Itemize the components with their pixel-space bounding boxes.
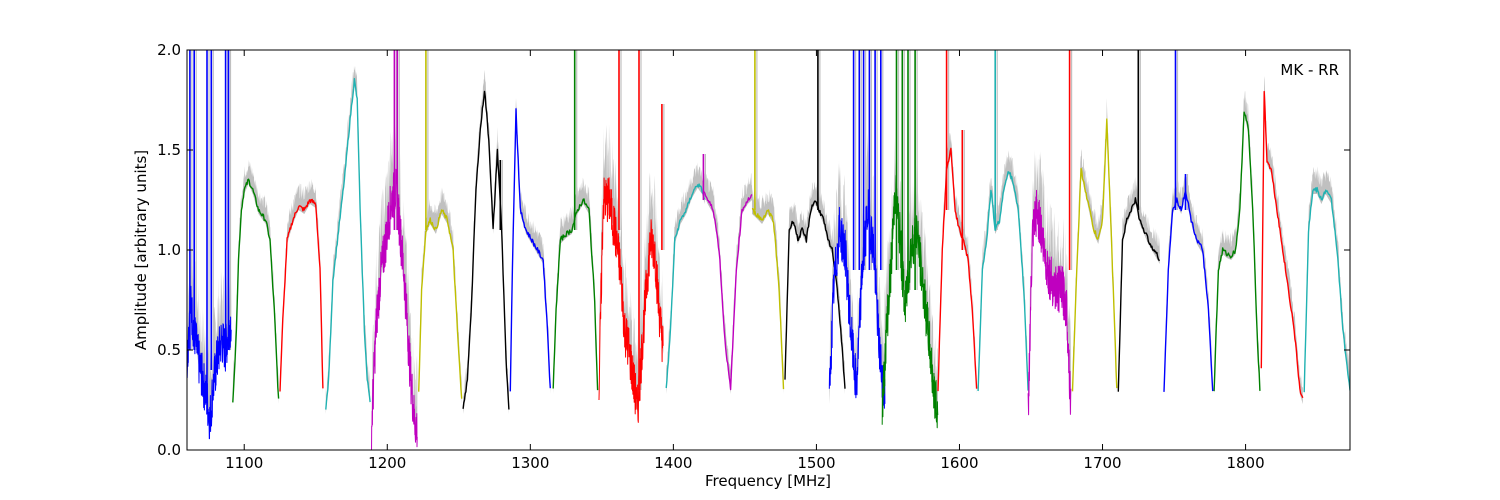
raw-band-3 — [325, 65, 371, 414]
y-tick-label: 0.0 — [157, 441, 181, 459]
series-line-19 — [1071, 118, 1118, 392]
raw-band-7 — [510, 98, 551, 394]
spike-layer — [189, 50, 1187, 390]
raw-band-4 — [371, 124, 418, 434]
series-line-18 — [1027, 189, 1072, 416]
x-tick-label: 1600 — [940, 454, 978, 472]
x-tick-label: 1500 — [797, 454, 835, 472]
x-tick-label: 1100 — [225, 454, 263, 472]
series-line-15 — [881, 175, 939, 429]
y-tick-label: 2.0 — [157, 41, 181, 59]
raw-band-19 — [1072, 97, 1117, 395]
series-line-16 — [937, 147, 978, 392]
series-line-21 — [1163, 190, 1214, 392]
raw-band-23 — [1261, 76, 1303, 404]
series-line-7 — [509, 108, 551, 392]
raw-band-22 — [1214, 91, 1260, 394]
x-axis-label: Frequency [MHz] — [705, 472, 831, 490]
series-line-10 — [665, 183, 706, 389]
series-line-22 — [1213, 111, 1261, 392]
series-line-13 — [784, 200, 846, 389]
chart-annotation: MK - RR — [1280, 61, 1339, 79]
x-tick-label: 1800 — [1226, 454, 1264, 472]
series-line-3 — [325, 77, 371, 410]
x-tick-label: 1300 — [511, 454, 549, 472]
raw-band-16 — [938, 132, 977, 394]
x-axis-ticks: 1100 1200 1300 1400 1500 1600 1700 1800 — [225, 50, 1265, 472]
series-line-9 — [598, 177, 664, 423]
series-line-24 — [1303, 186, 1350, 393]
raw-band-10 — [666, 162, 705, 394]
series-line-1 — [232, 178, 280, 403]
x-tick-label: 1700 — [1083, 454, 1121, 472]
x-tick-label: 1400 — [654, 454, 692, 472]
series-line-2 — [279, 198, 324, 392]
raw-band-17 — [978, 150, 1029, 394]
y-tick-label: 0.5 — [157, 341, 181, 359]
series-line-11 — [702, 190, 753, 391]
y-tick-label: 1.5 — [157, 141, 181, 159]
series-line-6 — [462, 90, 510, 410]
series-line-5 — [418, 209, 463, 399]
series-line-12 — [751, 207, 785, 390]
x-tick-label: 1200 — [368, 454, 406, 472]
raw-band-24 — [1304, 166, 1350, 394]
y-tick-label: 1.0 — [157, 241, 181, 259]
raw-band-20 — [1118, 177, 1160, 394]
raw-band-1 — [232, 159, 279, 404]
y-axis-label: Amplitude [arbitrary units] — [132, 150, 150, 350]
series-layer — [187, 77, 1350, 450]
series-line-23 — [1260, 90, 1304, 399]
y-axis-ticks: 0.0 0.5 1.0 1.5 2.0 — [157, 41, 1350, 459]
raw-band-8 — [553, 177, 598, 394]
raw-band-13 — [785, 181, 845, 394]
series-line-20 — [1117, 197, 1160, 392]
series-line-17 — [977, 171, 1029, 392]
raw-band-9 — [599, 124, 664, 414]
